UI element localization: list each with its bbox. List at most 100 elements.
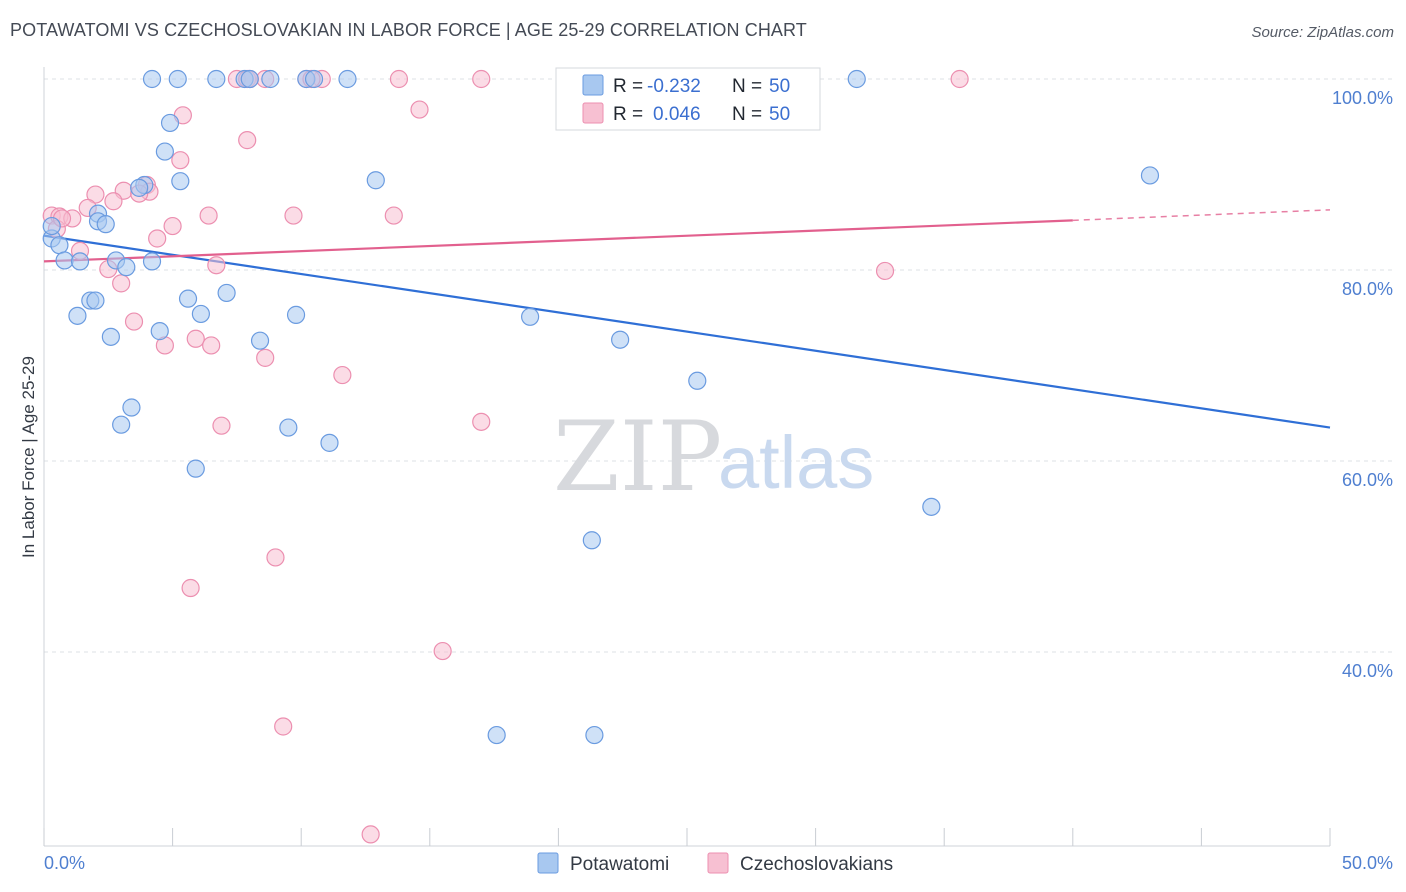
trend-line-czechoslovakian (43, 219, 1073, 263)
trend-line-extension-czechoslovakian (1072, 209, 1331, 222)
series-legend-label-potawatomi: Potawatomi (570, 854, 669, 875)
point-potawatomi-8 (338, 69, 357, 89)
point-czechoslovakian-23 (199, 206, 218, 225)
legend-r-value-potawatomi: -0.232 (647, 76, 701, 97)
point-potawatomi-45 (922, 497, 941, 516)
point-potawatomi-29 (178, 289, 198, 308)
watermark-atlas: atlas (718, 421, 874, 504)
point-potawatomi-1 (168, 69, 187, 89)
potawatomi-points (42, 69, 1160, 745)
point-potawatomi-26 (117, 258, 136, 277)
point-czechoslovakian-24 (284, 206, 303, 225)
point-potawatomi-41 (112, 415, 131, 434)
point-potawatomi-23 (70, 252, 90, 271)
y-tick-labels: 100.0% 80.0% 60.0% 40.0% (1332, 88, 1393, 681)
x-axis-ticks (43, 828, 1331, 846)
point-czechoslovakian-18 (104, 192, 123, 211)
point-potawatomi-12 (171, 172, 190, 191)
y-tick-label-80: 80.0% (1342, 279, 1393, 299)
point-czechoslovakian-40 (472, 412, 491, 431)
series-legend: Potawatomi Czechoslovakians (537, 852, 893, 875)
point-potawatomi-21 (50, 236, 69, 255)
legend-n-value-potawatomi: 50 (769, 76, 790, 97)
legend-r-value-czechoslovakian: 0.046 (653, 104, 701, 125)
watermark-zip: ZIP (553, 401, 722, 513)
point-czechoslovakian-11 (238, 131, 257, 150)
point-potawatomi-13 (366, 171, 385, 190)
point-potawatomi-19 (96, 215, 115, 234)
series-legend-label-czechoslovakian: Czechoslovakians (740, 854, 893, 875)
series-legend-swatch-czechoslovakian (707, 852, 729, 874)
trend-line-potawatomi (43, 234, 1331, 429)
point-potawatomi-48 (585, 725, 604, 745)
legend-r-label-potawatomi: R = (613, 76, 643, 97)
point-czechoslovakian-28 (148, 229, 167, 248)
point-czechoslovakian-5 (389, 69, 409, 89)
point-potawatomi-34 (521, 307, 540, 326)
point-czechoslovakian-25 (384, 206, 403, 225)
point-potawatomi-7 (304, 69, 324, 89)
point-potawatomi-36 (101, 327, 120, 346)
point-potawatomi-49 (42, 216, 61, 236)
x-tick-label-max: 50.0% (1342, 853, 1393, 873)
point-potawatomi-15 (130, 178, 149, 197)
point-potawatomi-10 (160, 113, 180, 133)
point-czechoslovakian-34 (124, 312, 144, 331)
point-potawatomi-37 (250, 331, 270, 350)
point-potawatomi-44 (186, 459, 205, 478)
point-potawatomi-32 (191, 304, 210, 324)
point-potawatomi-22 (55, 251, 74, 270)
x-tick-label-min: 0.0% (44, 853, 85, 873)
point-potawatomi-0 (142, 69, 162, 89)
series-legend-swatch-potawatomi (537, 852, 559, 874)
y-axis-title: In Labor Force | Age 25-29 (19, 356, 38, 558)
point-potawatomi-25 (142, 252, 162, 271)
point-potawatomi-38 (611, 330, 630, 349)
point-czechoslovakian-44 (433, 641, 452, 661)
point-potawatomi-33 (286, 305, 306, 324)
point-potawatomi-16 (1140, 166, 1160, 185)
point-potawatomi-35 (150, 322, 169, 341)
point-czechoslovakian-32 (112, 274, 131, 293)
source-credit: Source: ZipAtlas.com (1251, 24, 1394, 41)
legend-n-label-potawatomi: N = (732, 76, 762, 97)
point-czechoslovakian-26 (163, 216, 182, 236)
point-czechoslovakian-42 (266, 548, 285, 567)
point-czechoslovakian-37 (202, 336, 221, 355)
point-potawatomi-43 (320, 433, 339, 452)
point-czechoslovakian-39 (333, 365, 352, 385)
point-czechoslovakian-30 (207, 256, 226, 275)
point-czechoslovakian-38 (256, 348, 275, 367)
y-tick-label-60: 60.0% (1342, 470, 1393, 490)
legend-n-label-czechoslovakian: N = (732, 104, 762, 125)
point-potawatomi-39 (688, 371, 707, 390)
legend-n-value-czechoslovakian: 50 (769, 104, 790, 125)
point-czechoslovakian-6 (472, 69, 491, 89)
point-czechoslovakian-33 (875, 261, 895, 281)
point-czechoslovakian-43 (181, 578, 200, 598)
point-czechoslovakian-9 (410, 100, 429, 119)
point-czechoslovakian-13 (86, 185, 105, 204)
point-potawatomi-40 (122, 398, 141, 417)
point-czechoslovakian-41 (212, 416, 231, 435)
point-potawatomi-4 (240, 69, 259, 89)
stats-legend: R = -0.232 N = 50 R = 0.046 N = 50 (555, 67, 821, 131)
point-potawatomi-9 (847, 69, 866, 89)
point-potawatomi-5 (261, 69, 280, 89)
trend-lines (43, 209, 1331, 429)
point-potawatomi-47 (487, 725, 506, 745)
legend-swatch-czechoslovakian (582, 102, 604, 124)
point-czechoslovakian-46 (361, 825, 380, 844)
point-potawatomi-42 (279, 418, 298, 437)
legend-swatch-potawatomi (582, 74, 604, 96)
point-czechoslovakian-36 (186, 329, 205, 348)
point-potawatomi-30 (217, 283, 236, 303)
point-czechoslovakian-8 (950, 69, 969, 89)
point-potawatomi-28 (86, 291, 105, 310)
y-tick-label-100: 100.0% (1332, 88, 1393, 108)
legend-r-label-czechoslovakian: R = (613, 104, 643, 125)
y-tick-label-40: 40.0% (1342, 661, 1393, 681)
grid (44, 78, 1393, 653)
point-potawatomi-2 (207, 69, 226, 89)
